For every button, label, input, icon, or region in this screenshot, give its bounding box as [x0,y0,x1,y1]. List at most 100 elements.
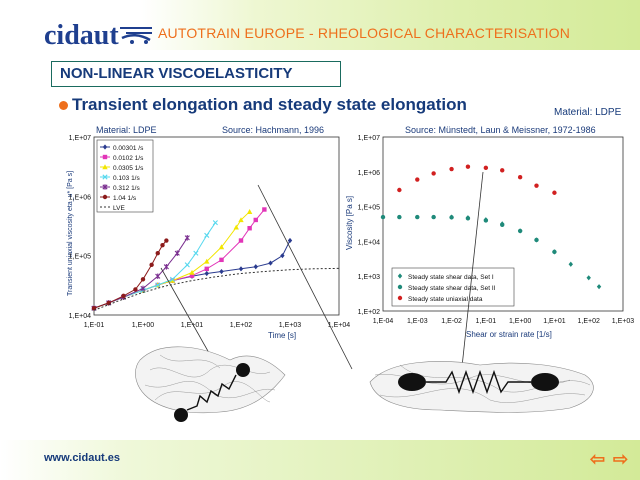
right-legend [391,267,515,307]
footer-url[interactable]: www.cidaut.es [44,452,121,464]
y-tick-label: 1,E+06 [358,170,380,177]
x-tick-label: 1,E+02 [230,322,252,329]
y-tick-label: 1,E+06 [69,194,91,201]
x-tick-label: 1,E+02 [578,318,600,325]
data-point [246,209,253,214]
data-point [465,164,471,169]
data-point [121,293,126,299]
y-tick-label: 1,E+07 [358,135,380,142]
data-point [204,232,210,238]
next-arrow-icon[interactable]: ⇨ [613,449,629,469]
data-point [415,177,420,182]
y-tick-label: 1,E+05 [69,254,91,261]
legend-label: Steady state shear data, Set I [408,274,494,281]
data-point [184,262,190,268]
left-xlabel: Time [s] [268,331,296,340]
right-legend-items: Steady state shear data, Set I Steady sta… [397,273,496,303]
x-tick-label: 1,E+00 [132,322,154,329]
header-band [0,0,640,50]
data-point [483,218,489,223]
legend-marker [102,174,108,180]
data-point [212,220,218,226]
material-label: Material: LDPE [554,107,622,118]
section-title: NON-LINEAR VISCOELASTICITY [60,65,293,82]
series-line [93,267,340,311]
y-tick-label: 1,E+03 [358,274,380,281]
data-point [465,216,471,221]
right-ticks: 1,E-04 1,E-03 1,E-02 1,E-01 1,E+00 1,E+01 1,E+… [358,135,635,325]
data-point [431,214,436,220]
x-tick-label: 1,E+01 [543,318,565,325]
legend-marker [102,144,108,150]
data-point [449,215,454,220]
footer-band [0,440,640,480]
data-point [189,269,195,275]
right-ylabel: Viscosity [Pa s] [345,196,354,250]
y-tick-label: 1,E+04 [358,239,380,246]
legend-label: 0.00301 /s [113,145,144,152]
data-point [204,266,209,272]
data-point [149,262,154,268]
x-tick-label: 1,E+04 [328,322,350,329]
data-point [397,187,402,193]
data-point [164,238,169,243]
data-point [155,282,161,288]
data-point [568,261,573,267]
data-point [204,270,209,277]
legend-label: Steady state shear data, Set II [408,285,496,292]
x-tick-label: 1,E-01 [476,318,497,325]
data-point [287,237,293,244]
legend-label: 0.103 1/s [113,175,140,182]
y-tick-label: 1,E+02 [358,309,380,316]
x-tick-label: 1,E-02 [441,318,462,325]
x-tick-label: 1,E+00 [509,318,531,325]
header-title: AUTOTRAIN EUROPE - RHEOLOGICAL CHARACTER… [158,25,571,41]
data-point [133,287,138,292]
data-point [174,250,180,257]
left-legend-items: 0.00301 /s 0.0102 1/s 0.0305 1/s 0.103 1/s 0… [100,144,144,212]
section-title-box [51,61,341,87]
data-point [169,276,176,282]
data-point [140,277,146,282]
y-tick-label: 1,E+07 [69,135,91,142]
right-chart: Source: Münstedt, Laun & Meissner, 1972-… [345,125,634,339]
data-point [91,306,97,311]
legend-marker [397,295,403,301]
right-source: Source: Münstedt, Laun & Meissner, 1972-… [405,125,596,135]
data-point [140,285,146,292]
legend-label: 1.04 1/s [113,195,137,202]
legend-label: LVE [113,205,125,212]
legend-marker [102,164,108,170]
data-point [219,257,224,263]
x-tick-label: 1,E+03 [279,322,301,329]
figure-canvas: Material: LDPE Source: Hachmann, 1996 Ti… [67,125,634,422]
y-tick-label: 1,E+04 [69,313,91,320]
data-point [380,214,386,220]
bullet-heading: Transient elongation and steady state el… [72,95,467,114]
data-point [155,273,161,280]
left-material: Material: LDPE [96,125,157,135]
data-point [534,237,539,243]
data-point [253,217,258,223]
data-point [517,228,523,234]
legend-marker [102,184,108,190]
polymer-network-right-icon [369,361,594,413]
data-point [431,171,436,176]
legend-label: 0.0102 1/s [113,155,144,162]
y-tick-label: 1,E+05 [358,205,380,212]
data-point [415,214,420,220]
data-point [397,214,402,220]
x-tick-label: 1,E+01 [181,322,203,329]
data-point [449,166,454,172]
data-point [280,253,285,259]
left-source: Source: Hachmann, 1996 [222,125,324,135]
x-tick-label: 1,E-01 [84,322,105,329]
prev-arrow-icon[interactable]: ⇦ [590,449,606,469]
x-tick-label: 1,E-03 [407,318,428,325]
data-point [534,183,539,188]
right-xlabel: Shear or strain rate [1/s] [466,330,552,339]
data-point [160,243,165,248]
data-point [596,284,602,290]
data-point [238,266,244,272]
data-point [247,226,252,231]
